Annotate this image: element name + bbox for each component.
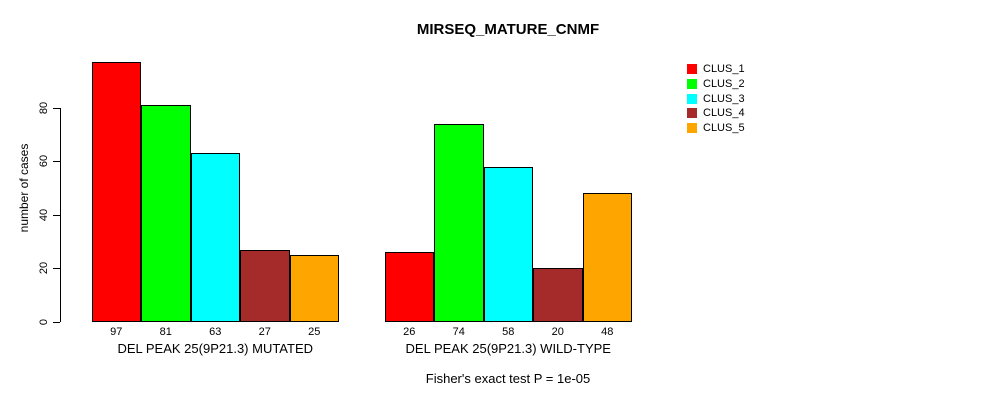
bar-clus_3 [190,153,240,322]
legend-label: CLUS_5 [703,122,745,135]
bar-value-label: 48 [601,326,614,338]
chart-title: MIRSEQ_MATURE_CNMF [416,21,600,38]
bar-clus_2 [434,123,484,322]
x-group-label-wildtype: DEL PEAK 25(9P21.3) WILD-TYPE [405,341,611,356]
bar-value-label: 58 [502,326,515,338]
bar-clus_2 [141,104,191,322]
bar-clus_1 [91,62,141,322]
bar-clus_1 [384,252,434,322]
bar-clus_3 [483,166,533,322]
legend-swatch-clus_1 [687,64,697,74]
y-axis-title: number of cases [17,143,31,233]
y-tick [53,322,60,323]
y-tick-label: 60 [38,155,50,168]
y-tick [53,268,60,270]
bar-clus_5 [582,193,632,322]
legend-label: CLUS_4 [703,107,745,120]
y-tick [53,161,60,163]
bar-value-label: 81 [159,326,172,338]
bar-value-label: 63 [209,326,222,338]
fisher-test-annotation: Fisher's exact test P = 1e-05 [425,371,591,386]
legend-swatch-clus_5 [687,123,697,134]
legend-swatch-clus_3 [687,93,697,104]
y-tick-label: 40 [38,208,50,221]
y-tick [53,107,60,109]
legend-label: CLUS_3 [703,92,745,105]
bar-value-label: 74 [452,326,465,338]
x-group-label-mutated: DEL PEAK 25(9P21.3) MUTATED [117,341,314,356]
bar-clus_4 [240,249,290,322]
legend-swatch-clus_2 [687,78,697,89]
bar-value-label: 25 [308,326,321,338]
legend-label: CLUS_2 [703,77,745,90]
bar-value-label: 97 [110,326,123,338]
y-tick-label: 20 [38,262,50,275]
bar-value-label: 20 [551,326,564,338]
y-tick-label: 0 [38,318,50,326]
bar-value-label: 26 [403,326,416,338]
bar-value-label: 27 [258,326,271,338]
legend-label: CLUS_1 [703,63,745,75]
y-tick-label: 80 [38,101,50,114]
legend-swatch-clus_4 [687,108,697,119]
y-tick [53,214,60,216]
bar-clus_5 [289,255,339,322]
y-axis-line [60,107,61,322]
bar-clus_4 [533,268,583,322]
